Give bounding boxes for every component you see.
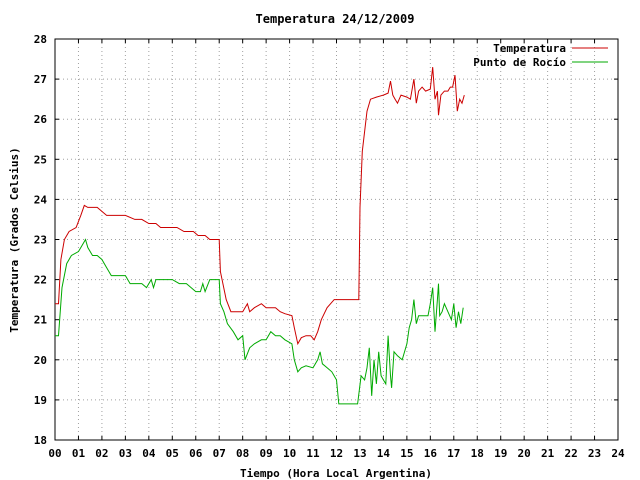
x-tick-label: 23	[588, 447, 601, 460]
x-axis-label: Tiempo (Hora Local Argentina)	[240, 467, 432, 480]
x-tick-label: 09	[260, 447, 273, 460]
x-tick-label: 01	[72, 447, 86, 460]
x-tick-label: 05	[166, 447, 179, 460]
y-axis-label: Temperatura (Grados Celsius)	[8, 147, 21, 332]
y-tick-label: 21	[34, 314, 48, 327]
chart-title: Temperatura 24/12/2009	[256, 12, 415, 26]
y-tick-label: 19	[34, 394, 47, 407]
y-tick-label: 28	[34, 33, 47, 46]
x-tick-label: 04	[142, 447, 156, 460]
x-tick-label: 21	[541, 447, 555, 460]
legend-label: Punto de Rocío	[473, 56, 566, 69]
y-tick-label: 24	[34, 193, 48, 206]
series-lines	[55, 67, 465, 405]
y-tick-label: 22	[34, 274, 47, 287]
y-tick-label: 27	[34, 73, 47, 86]
series-line-0	[55, 67, 465, 346]
x-tick-label: 12	[330, 447, 343, 460]
x-tick-label: 07	[213, 447, 226, 460]
x-tick-label: 00	[48, 447, 61, 460]
x-tick-label: 16	[424, 447, 438, 460]
x-tick-label: 14	[377, 447, 391, 460]
y-tick-label: 20	[34, 354, 47, 367]
legend-label: Temperatura	[493, 42, 566, 55]
x-axis-ticks: 00 01 02 03 04 05 06 07 08 09 10 11 12 13 14 15 16 17 18 19…	[48, 39, 625, 460]
y-tick-label: 25	[34, 153, 47, 166]
series-line-1	[55, 238, 464, 405]
x-tick-label: 17	[447, 447, 460, 460]
x-tick-label: 06	[189, 447, 203, 460]
y-tick-label: 23	[34, 234, 47, 247]
x-tick-label: 10	[283, 447, 296, 460]
x-tick-label: 03	[119, 447, 132, 460]
y-tick-label: 18	[34, 434, 47, 447]
x-tick-label: 02	[95, 447, 108, 460]
x-tick-label: 18	[471, 447, 484, 460]
x-tick-label: 13	[353, 447, 366, 460]
x-tick-label: 15	[400, 447, 413, 460]
x-tick-label: 22	[564, 447, 577, 460]
y-axis-ticks: 18 19 20 21 22 23 24 25 26 27 28	[34, 33, 618, 447]
y-tick-label: 26	[34, 113, 48, 126]
x-tick-label: 20	[518, 447, 531, 460]
x-tick-label: 24	[611, 447, 625, 460]
x-tick-label: 11	[306, 447, 320, 460]
x-tick-label: 08	[236, 447, 249, 460]
x-tick-label: 19	[494, 447, 507, 460]
